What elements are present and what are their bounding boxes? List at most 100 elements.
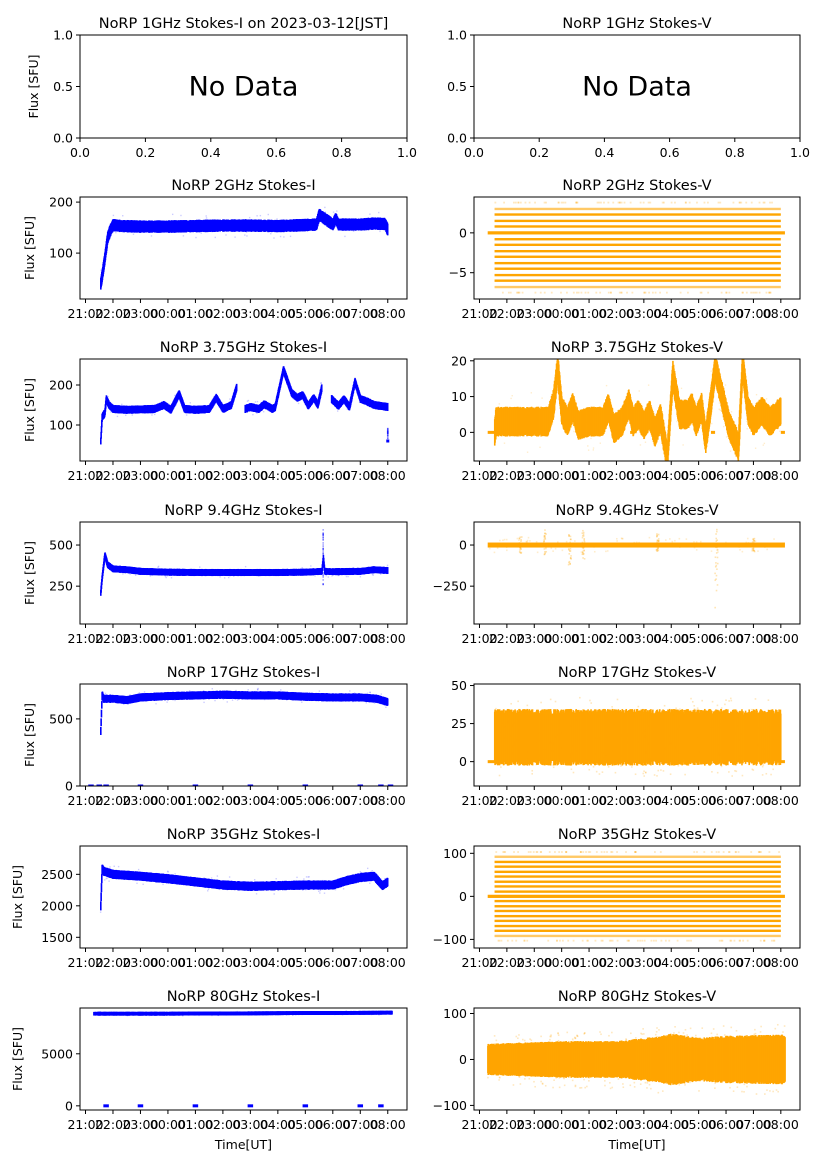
data-point [603,201,605,204]
data-point [322,583,324,585]
data-point [323,561,325,568]
data-point [762,201,765,204]
data-point [732,201,735,204]
y-tick-label: 250 [49,579,73,594]
data-point [252,413,254,416]
data-point [674,539,676,542]
data-point [753,542,755,544]
y-axis-label: Flux [SFU] [26,55,41,119]
data-point [518,542,521,544]
data-point [273,237,275,239]
subplot-375ghz-v: 0102021:0022:0023:0000:0001:0002:0003:00… [451,340,801,483]
x-tick-label: 21:00 [461,306,497,321]
data-point [268,573,270,575]
data-point [696,201,698,204]
data-point [151,414,153,416]
data-point [717,551,719,553]
data-point [325,575,327,577]
data-point [566,291,568,294]
data-level [494,267,781,270]
x-tick-label: 22:00 [489,468,525,483]
y-tick-label: 1.0 [447,28,467,43]
data-point [716,549,718,551]
data-point [543,553,546,556]
data-point [312,570,315,573]
data-point [763,544,765,546]
data-point [716,543,718,545]
data-point [165,571,167,573]
x-tick-label: 04:00 [260,306,296,321]
y-tick-label: 0.5 [447,79,467,94]
axes-frame [79,196,408,300]
data-point [355,573,357,575]
data-point [543,535,546,537]
data-point [134,574,137,576]
data-point [618,201,621,204]
x-tick-label: 04:00 [653,468,689,483]
data-point [324,206,326,209]
data-point [552,550,554,552]
data-point [656,535,658,537]
x-tick-label: 02:00 [598,631,634,646]
x-tick-label: 05:00 [681,306,717,321]
data-point [615,537,618,540]
data-point [557,201,560,204]
data-segment [487,430,495,434]
data-point [741,550,744,553]
data-level [494,219,781,223]
data-point [205,215,207,217]
data-point [655,543,658,546]
data-point [518,551,521,553]
data-point [758,201,761,204]
data-point [714,565,717,568]
data-point [153,413,156,416]
axes-frame [473,196,801,300]
data-point [174,570,177,572]
data-point [575,201,578,204]
data-point [227,576,230,579]
subplot-title: NoRP 9.4GHz Stokes-I [164,503,322,519]
data-point [385,402,387,405]
data-point [644,441,647,443]
data-point [724,384,727,386]
data-point [752,549,755,552]
data-point [568,549,570,551]
data-point [580,291,583,294]
subplot-title: NoRP 2GHz Stokes-V [562,178,711,194]
data-point [386,439,390,443]
data-point [685,201,687,204]
data-point [657,547,659,550]
data-point [567,544,570,547]
data-point [314,575,316,577]
data-point [609,291,612,294]
data-point [136,407,139,409]
data-point [214,236,216,239]
data-point [213,396,215,398]
data-point [557,389,559,391]
data-point [716,584,719,586]
data-point [669,538,671,540]
x-tick-label: 08:00 [763,468,799,483]
data-point [112,214,115,217]
data-point [719,201,722,204]
y-tick-label: 200 [49,378,73,393]
data-point [743,543,746,546]
subplot-title: NoRP 1GHz Stokes-I on 2023-03-12[JST] [99,16,389,32]
data-point [569,556,572,559]
data-point [359,576,362,578]
data-point [185,414,188,416]
data-point [340,573,343,575]
data-point [739,549,741,551]
data-point [715,589,718,592]
data-point [644,291,647,294]
data-point [605,550,607,553]
data-segment [710,430,716,434]
data-point [751,549,754,552]
x-tick-label: 03:00 [626,306,662,321]
data-point [267,213,269,216]
data-point [103,410,106,413]
data-point [175,572,177,575]
data-point [581,541,584,544]
x-tick-label: 23:00 [122,306,158,321]
data-point [753,550,756,553]
